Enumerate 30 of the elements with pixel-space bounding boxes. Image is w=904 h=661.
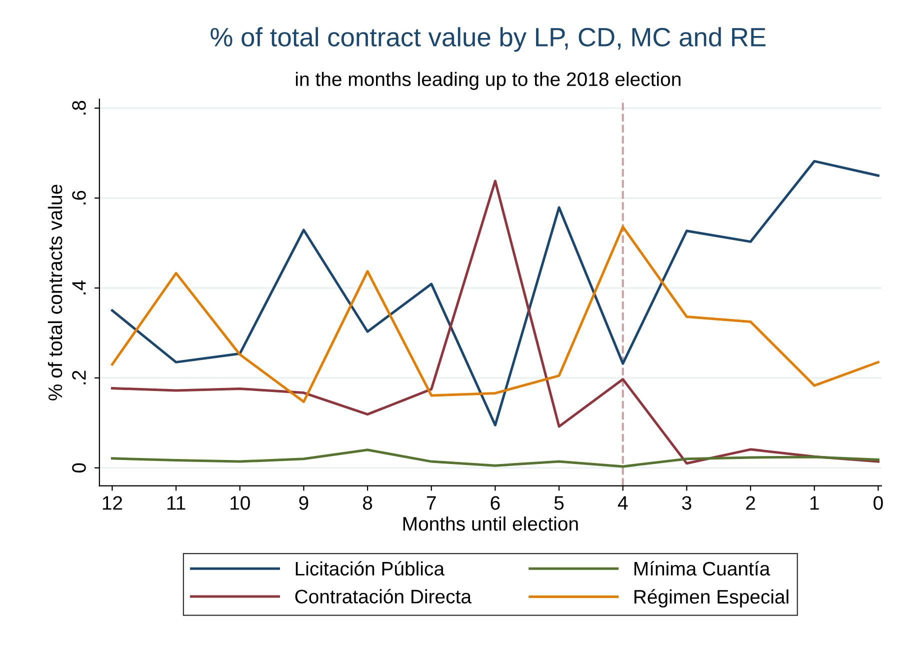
line-series — [110, 448, 880, 468]
y-tick-label: .6 — [72, 190, 86, 204]
legend-label: Régimen Especial — [634, 589, 788, 608]
y-tick-label: .4 — [72, 280, 86, 294]
line-series — [110, 160, 880, 426]
x-tick-label: 12 — [102, 496, 122, 510]
legend-label: Mínima Cuantía — [634, 561, 770, 576]
y-tick-label: 0 — [72, 463, 86, 472]
line-series — [110, 226, 880, 404]
legend-label: Contratación Directa — [295, 588, 472, 604]
x-tick-label: 2 — [746, 496, 755, 510]
chart-subtitle: in the months leading up to the 2018 election — [296, 72, 680, 90]
chart-title: % of total contract value by LP, CD, MC and RE — [210, 27, 766, 52]
x-axis-title: Months until election — [403, 516, 578, 531]
x-tick-label: 5 — [554, 496, 564, 510]
x-tick-label: 6 — [490, 496, 500, 510]
x-tick-label: 0 — [874, 496, 883, 510]
y-tick-label: .2 — [72, 370, 86, 384]
x-tick-label: 4 — [618, 496, 628, 510]
legend-label: Licitación Pública — [296, 561, 445, 576]
y-tick-label: .8 — [72, 100, 86, 114]
x-tick-label: 1 — [810, 496, 819, 510]
x-tick-label: 10 — [230, 496, 250, 510]
x-tick-label: 11 — [167, 496, 186, 510]
x-tick-label: 7 — [426, 496, 436, 510]
y-axis-title: % of total contracts value — [48, 184, 62, 400]
x-tick-label: 8 — [362, 496, 372, 510]
x-tick-label: 3 — [682, 496, 692, 510]
line-series — [110, 180, 880, 465]
x-tick-label: 9 — [299, 496, 308, 510]
